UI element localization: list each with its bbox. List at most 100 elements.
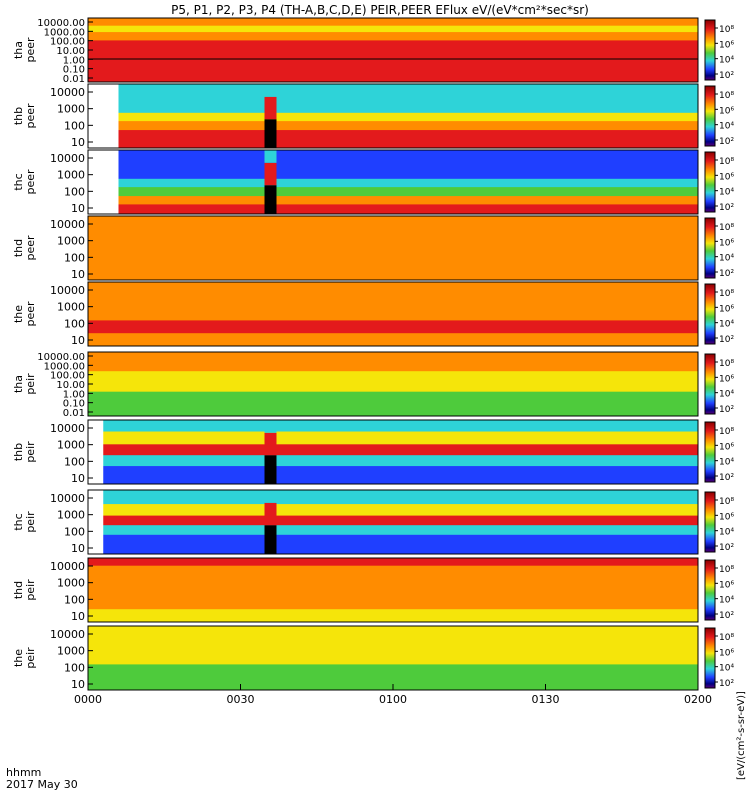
gap-column bbox=[264, 490, 277, 503]
colorbar-tick-label: 10² bbox=[719, 137, 734, 147]
colorbar-tick-label: 10⁴ bbox=[719, 254, 734, 264]
colorbar-tick-label: 10⁶ bbox=[719, 442, 734, 452]
y-tick-label: 10000 bbox=[50, 560, 85, 573]
y-tick-label: 100 bbox=[64, 661, 85, 674]
spectrum-band bbox=[88, 609, 698, 623]
colorbar-gradient bbox=[704, 421, 716, 483]
y-tick-label: 10 bbox=[71, 334, 85, 347]
gap-column bbox=[264, 162, 277, 186]
y-tick-label: 10000 bbox=[50, 284, 85, 297]
spectrum-band bbox=[88, 504, 698, 517]
colorbar-tick-label: 10⁸ bbox=[719, 289, 734, 299]
y-tick-label: 10000.00 bbox=[37, 18, 85, 29]
species-label: peir bbox=[24, 511, 37, 533]
data-gap bbox=[88, 420, 104, 484]
colorbar-tick-label: 10⁶ bbox=[719, 304, 734, 314]
colorbar-thb_peer: 10⁸ 10⁶ 10⁴ 10² bbox=[704, 85, 734, 147]
y-tick-label: 1.00 bbox=[63, 389, 85, 400]
spectrum-band bbox=[88, 40, 698, 52]
colorbar-tick-label: 10⁴ bbox=[719, 458, 734, 468]
panel-the_peir: 10000 1000 100 10 the peir bbox=[12, 625, 699, 691]
spectrum-band bbox=[88, 178, 698, 188]
panel-frame bbox=[87, 489, 699, 555]
colorbar-tick-label: 10⁴ bbox=[719, 528, 734, 538]
spectrum-band bbox=[88, 626, 698, 643]
spectrogram-thc_peer bbox=[88, 150, 698, 215]
species-label: peer bbox=[24, 169, 37, 195]
colorbar-gradient bbox=[704, 283, 716, 345]
panel-label: tha peer bbox=[12, 37, 37, 63]
y-tick-label: 0.10 bbox=[63, 65, 85, 76]
gap-column bbox=[264, 185, 277, 214]
colorbar-tick-label: 10⁸ bbox=[719, 223, 734, 233]
y-tick-label: 1000 bbox=[57, 509, 85, 522]
spectrogram-the_peer bbox=[88, 282, 698, 347]
colorbar-thd_peer: 10⁸ 10⁶ 10⁴ 10² bbox=[704, 217, 734, 279]
colorbar-tick-label: 10⁴ bbox=[719, 320, 734, 330]
colorbar-tick-label: 10⁸ bbox=[719, 359, 734, 369]
spectrum-band bbox=[88, 558, 698, 567]
spectrum-band bbox=[88, 282, 698, 321]
panel-label: thd peer bbox=[12, 235, 37, 261]
probe-label: thb bbox=[12, 443, 25, 461]
colorbar-thc_peer: 10⁸ 10⁶ 10⁴ 10² bbox=[704, 151, 734, 213]
y-tick-label: 10 bbox=[71, 268, 85, 281]
spectrum-band bbox=[88, 32, 698, 41]
y-tick-label: 1000 bbox=[57, 439, 85, 452]
species-label: peir bbox=[24, 579, 37, 601]
x-tick-label: 0100 bbox=[379, 693, 407, 706]
panel-frame bbox=[87, 215, 699, 281]
colorbar-tick-label: 10⁴ bbox=[719, 56, 734, 66]
y-tick-label: 100.00 bbox=[50, 371, 85, 382]
y-tick-label: 10.00 bbox=[56, 46, 85, 57]
colorbar-tick-label: 10⁸ bbox=[719, 427, 734, 437]
colorbar-thb_peir: 10⁸ 10⁶ 10⁴ 10² bbox=[704, 421, 734, 483]
colorbars: 10⁸10⁶10⁴10²10⁸10⁶10⁴10²10⁸10⁶10⁴10²10⁸1… bbox=[704, 19, 734, 689]
colorbar-tick-label: 10⁴ bbox=[719, 664, 734, 674]
spectrum-band bbox=[88, 444, 698, 456]
spectrum-band bbox=[88, 216, 698, 281]
colorbar-tha_peir: 10⁸ 10⁶ 10⁴ 10² bbox=[704, 353, 734, 415]
spectrum-band bbox=[88, 333, 698, 347]
spectrum-band bbox=[88, 121, 698, 131]
species-label: peir bbox=[24, 441, 37, 463]
x-tick-label: 0200 bbox=[684, 693, 712, 706]
y-tick-label: 100 bbox=[64, 525, 85, 538]
spectrum-band bbox=[88, 455, 698, 467]
colorbar-tick-label: 10⁴ bbox=[719, 122, 734, 132]
y-tick-label: 0.01 bbox=[63, 408, 85, 419]
y-tick-label: 1000.00 bbox=[44, 27, 85, 38]
y-tick-label: 100.00 bbox=[50, 37, 85, 48]
gap-column bbox=[264, 502, 277, 526]
probe-label: the bbox=[12, 305, 25, 323]
y-tick-label: 100 bbox=[64, 455, 85, 468]
y-tick-label: 10000 bbox=[50, 152, 85, 165]
colorbar-thc_peir: 10⁸ 10⁶ 10⁴ 10² bbox=[704, 491, 734, 553]
spectrum-band bbox=[88, 586, 698, 610]
y-tick-label: 100 bbox=[64, 317, 85, 330]
colorbar-tick-label: 10² bbox=[719, 269, 734, 279]
colorbar-tick-label: 10⁸ bbox=[719, 565, 734, 575]
y-tick-label: 10 bbox=[71, 610, 85, 623]
colorbar-tick-label: 10² bbox=[719, 405, 734, 415]
spectrum-band bbox=[88, 320, 698, 334]
spectrum-band bbox=[88, 130, 698, 149]
panel-frame bbox=[87, 149, 699, 215]
colorbar-gradient bbox=[704, 559, 716, 621]
y-tick-label: 1000 bbox=[57, 235, 85, 248]
colorbar-tick-label: 10² bbox=[719, 335, 734, 345]
colorbar-tick-label: 10⁴ bbox=[719, 596, 734, 606]
probe-label: tha bbox=[12, 41, 25, 59]
spectrum-band bbox=[88, 84, 698, 114]
y-tick-label: 10000 bbox=[50, 218, 85, 231]
gap-column bbox=[264, 119, 277, 148]
spectrum-band bbox=[88, 466, 698, 485]
spectrogram-thc_peir bbox=[88, 490, 698, 555]
colorbar-tick-label: 10⁸ bbox=[719, 633, 734, 643]
spectrum-band bbox=[88, 112, 698, 122]
y-tick-label: 10000 bbox=[50, 492, 85, 505]
species-label: peer bbox=[24, 37, 37, 63]
colorbar-tick-label: 10⁸ bbox=[719, 25, 734, 35]
